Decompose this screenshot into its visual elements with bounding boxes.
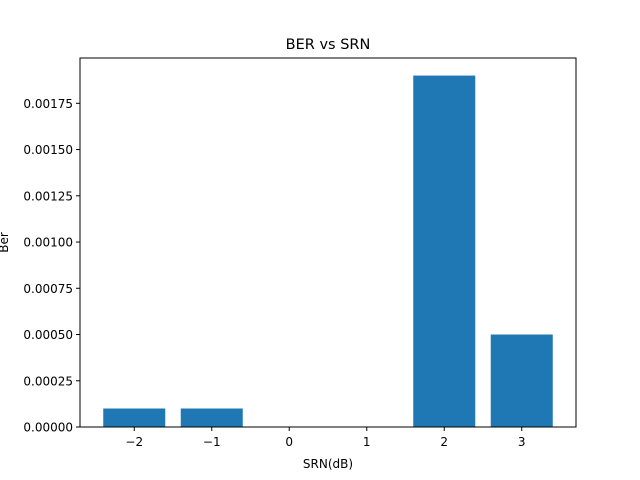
x-tick-label: 2: [440, 435, 448, 449]
y-axis-label: Ber: [0, 232, 11, 253]
y-tick-label: 0.00025: [23, 374, 73, 388]
plot-frame: [79, 57, 577, 428]
x-tick-label: −1: [203, 435, 221, 449]
y-tick-label: 0.00050: [23, 328, 73, 342]
y-axis-ticks: 0.00000 0.00025 0.00050 0.00075 0.00100 0.001…: [23, 97, 80, 435]
bar-2: [413, 75, 476, 428]
chart-title: BER vs SRN: [286, 37, 371, 53]
bar-−2: [103, 408, 166, 427]
bars: [103, 75, 553, 428]
bar-3: [490, 334, 553, 427]
x-axis-ticks: −2 −1 0 1 2 3: [125, 427, 526, 449]
bar-−1: [180, 408, 243, 427]
x-tick-label: −2: [125, 435, 143, 449]
x-tick-label: 3: [518, 435, 526, 449]
x-tick-label: 1: [363, 435, 371, 449]
y-tick-label: 0.00125: [23, 189, 73, 203]
y-tick-label: 0.00000: [23, 421, 73, 435]
y-tick-label: 0.00075: [23, 282, 73, 296]
x-axis-label: SRN(dB): [303, 457, 353, 471]
y-tick-label: 0.00175: [23, 97, 73, 111]
y-tick-label: 0.00100: [23, 236, 73, 250]
y-tick-label: 0.00150: [23, 143, 73, 157]
x-tick-label: 0: [285, 435, 293, 449]
